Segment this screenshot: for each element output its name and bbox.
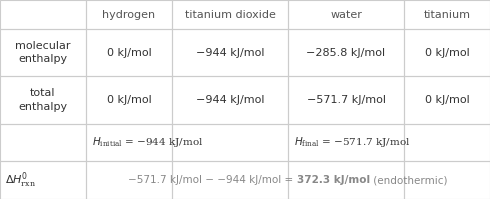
Text: −944 kJ/mol: −944 kJ/mol (196, 95, 264, 105)
Bar (172, 29, 288, 76)
Bar (172, 0, 288, 29)
Bar (288, 161, 404, 199)
Text: 0 kJ/mol: 0 kJ/mol (425, 95, 469, 105)
Bar (172, 161, 288, 199)
Bar (86, 29, 172, 76)
Text: 0 kJ/mol: 0 kJ/mol (106, 48, 151, 58)
Text: 0 kJ/mol: 0 kJ/mol (425, 48, 469, 58)
Text: $\Delta \mathit{H}^0_\mathregular{rxn}$: $\Delta \mathit{H}^0_\mathregular{rxn}$ (5, 170, 36, 190)
Text: titanium: titanium (423, 10, 470, 20)
Bar (0, 0, 86, 29)
Text: total
enthalpy: total enthalpy (19, 88, 68, 112)
Bar (404, 124, 490, 161)
Text: hydrogen: hydrogen (102, 10, 155, 20)
Bar (172, 124, 288, 161)
Bar (0, 161, 86, 199)
Text: −571.7 kJ/mol: −571.7 kJ/mol (307, 95, 386, 105)
Bar (404, 29, 490, 76)
Bar (86, 161, 172, 199)
Bar (288, 76, 404, 124)
Bar (86, 0, 172, 29)
Bar (0, 29, 86, 76)
Text: −944 kJ/mol: −944 kJ/mol (196, 48, 264, 58)
Text: molecular
enthalpy: molecular enthalpy (15, 41, 71, 64)
Bar (288, 29, 404, 76)
Text: water: water (330, 10, 362, 20)
Text: titanium dioxide: titanium dioxide (185, 10, 275, 20)
Text: 372.3 kJ/mol: 372.3 kJ/mol (297, 175, 370, 185)
Text: 0 kJ/mol: 0 kJ/mol (106, 95, 151, 105)
Bar (86, 124, 172, 161)
Bar (0, 76, 86, 124)
Bar (288, 124, 404, 161)
Text: −285.8 kJ/mol: −285.8 kJ/mol (306, 48, 386, 58)
Bar (86, 76, 172, 124)
Bar (404, 0, 490, 29)
Bar (288, 0, 404, 29)
Text: $\mathit{H}_\mathregular{final}$ = −571.7 kJ/mol: $\mathit{H}_\mathregular{final}$ = −571.… (294, 136, 410, 149)
Text: −571.7 kJ/mol − −944 kJ/mol =: −571.7 kJ/mol − −944 kJ/mol = (128, 175, 297, 185)
Text: (endothermic): (endothermic) (370, 175, 447, 185)
Bar (0, 124, 86, 161)
Bar (404, 76, 490, 124)
Bar (404, 161, 490, 199)
Text: $\mathit{H}_\mathregular{initial}$ = −944 kJ/mol: $\mathit{H}_\mathregular{initial}$ = −94… (92, 136, 203, 149)
Bar (172, 76, 288, 124)
